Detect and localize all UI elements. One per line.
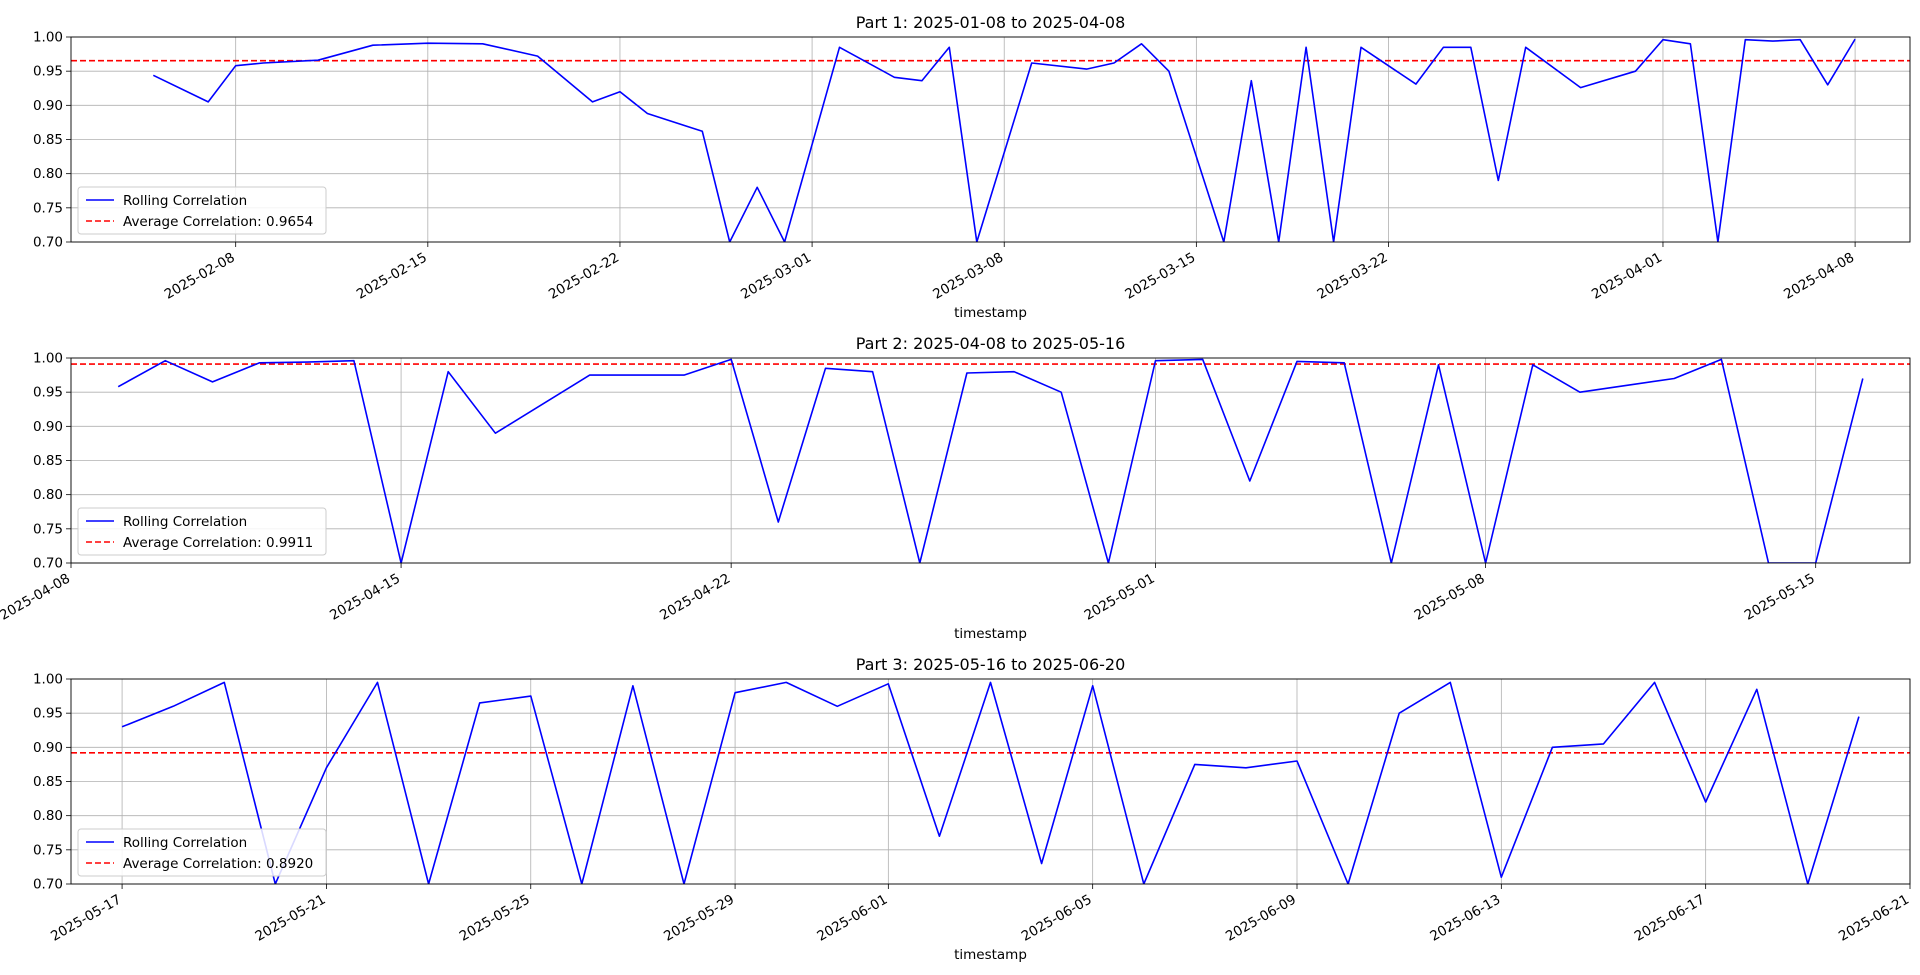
rolling-correlation-line xyxy=(152,38,1856,242)
y-gridlines xyxy=(71,678,1910,885)
x-tick-label: 2025-06-13 xyxy=(1427,892,1503,945)
y-tick-label: 0.90 xyxy=(33,740,63,756)
x-tick-label: 2025-02-22 xyxy=(546,250,622,303)
legend-label-average: Average Correlation: 0.9654 xyxy=(123,214,313,230)
axes-frame xyxy=(70,36,1911,243)
legend: Rolling Correlation Average Correlation: … xyxy=(77,507,327,556)
x-tick-label: 2025-04-01 xyxy=(1589,250,1665,303)
y-tick-label: 0.95 xyxy=(33,385,63,401)
x-gridlines xyxy=(70,358,1817,563)
legend-box xyxy=(77,828,327,877)
x-tick-label: 2025-04-15 xyxy=(327,571,403,624)
axes-frame xyxy=(70,678,1911,885)
x-axis-label: timestamp xyxy=(954,626,1027,642)
chart-title: Part 1: 2025-01-08 to 2025-04-08 xyxy=(856,13,1126,32)
y-tick-label: 0.85 xyxy=(33,774,63,790)
subplot-3: 0.70 0.75 0.80 0.85 0.90 0.95 1.00 2025-05-17 20… xyxy=(33,655,1912,963)
y-tick-label: 0.70 xyxy=(33,235,63,251)
x-tick-label: 2025-05-08 xyxy=(1412,571,1488,624)
x-tick-label: 2025-05-17 xyxy=(48,892,124,945)
y-tick-label: 0.85 xyxy=(33,453,63,469)
x-tick-label: 2025-04-08 xyxy=(1781,250,1857,303)
rolling-correlation-line xyxy=(121,681,1860,884)
y-tick-label: 0.70 xyxy=(33,877,63,893)
x-tick-label: 2025-06-05 xyxy=(1019,892,1095,945)
legend: Rolling Correlation Average Correlation: … xyxy=(77,828,327,877)
chart-title: Part 3: 2025-05-16 to 2025-06-20 xyxy=(856,655,1126,674)
y-tick-label: 0.75 xyxy=(33,521,63,537)
y-tick-label: 0.75 xyxy=(33,200,63,216)
subplot-2: 0.70 0.75 0.80 0.85 0.90 0.95 1.00 2025-04-08 20… xyxy=(0,334,1911,642)
y-tick-label: 0.95 xyxy=(33,64,63,80)
x-tick-label: 2025-05-29 xyxy=(661,892,737,945)
y-tick-label: 0.95 xyxy=(33,706,63,722)
legend-label-rolling: Rolling Correlation xyxy=(123,835,247,851)
axes-frame xyxy=(70,357,1911,564)
x-tick-label: 2025-03-15 xyxy=(1122,250,1198,303)
y-tick-label: 0.90 xyxy=(33,98,63,114)
legend: Rolling Correlation Average Correlation: … xyxy=(77,186,327,235)
y-tick-label: 0.85 xyxy=(33,132,63,148)
chart-title: Part 2: 2025-04-08 to 2025-05-16 xyxy=(856,334,1126,353)
legend-label-average: Average Correlation: 0.8920 xyxy=(123,856,313,872)
x-tick-label: 2025-05-25 xyxy=(457,892,533,945)
y-tick-label: 0.75 xyxy=(33,842,63,858)
legend-label-average: Average Correlation: 0.9911 xyxy=(123,535,313,551)
y-tick-label: 1.00 xyxy=(33,351,63,367)
y-tick-label: 0.70 xyxy=(33,556,63,572)
x-tick-label: 2025-06-09 xyxy=(1223,892,1299,945)
y-tick-label: 0.90 xyxy=(33,419,63,435)
legend-label-rolling: Rolling Correlation xyxy=(123,514,247,530)
x-tick-label: 2025-03-22 xyxy=(1315,250,1391,303)
x-tick-label: 2025-06-01 xyxy=(814,892,890,945)
y-tick-label: 1.00 xyxy=(33,672,63,688)
x-tick-label: 2025-03-08 xyxy=(930,250,1006,303)
rolling-correlation-line xyxy=(117,358,1864,563)
x-tick-label: 2025-04-22 xyxy=(657,571,733,624)
x-axis-label: timestamp xyxy=(954,947,1027,963)
y-tick-label: 0.80 xyxy=(33,487,63,503)
y-gridlines xyxy=(71,357,1910,564)
x-tick-label: 2025-05-21 xyxy=(252,892,328,945)
x-tick-label: 2025-06-17 xyxy=(1632,892,1708,945)
x-tick-label: 2025-05-01 xyxy=(1082,571,1158,624)
x-tick-label: 2025-04-08 xyxy=(0,571,73,624)
subplot-1: 0.70 0.75 0.80 0.85 0.90 0.95 1.00 2025-02-08 20… xyxy=(33,13,1911,321)
y-tick-label: 1.00 xyxy=(33,30,63,46)
legend-label-rolling: Rolling Correlation xyxy=(123,193,247,209)
legend-box xyxy=(77,186,327,235)
x-tick-label: 2025-02-15 xyxy=(354,250,430,303)
y-gridlines xyxy=(71,36,1910,243)
legend-box xyxy=(77,507,327,556)
x-axis-label: timestamp xyxy=(954,305,1027,321)
y-tick-label: 0.80 xyxy=(33,166,63,182)
x-tick-label: 2025-03-01 xyxy=(738,250,814,303)
x-tick-label: 2025-05-15 xyxy=(1742,571,1818,624)
x-tick-label: 2025-06-21 xyxy=(1836,892,1912,945)
y-tick-label: 0.80 xyxy=(33,808,63,824)
x-tick-label: 2025-02-08 xyxy=(162,250,238,303)
